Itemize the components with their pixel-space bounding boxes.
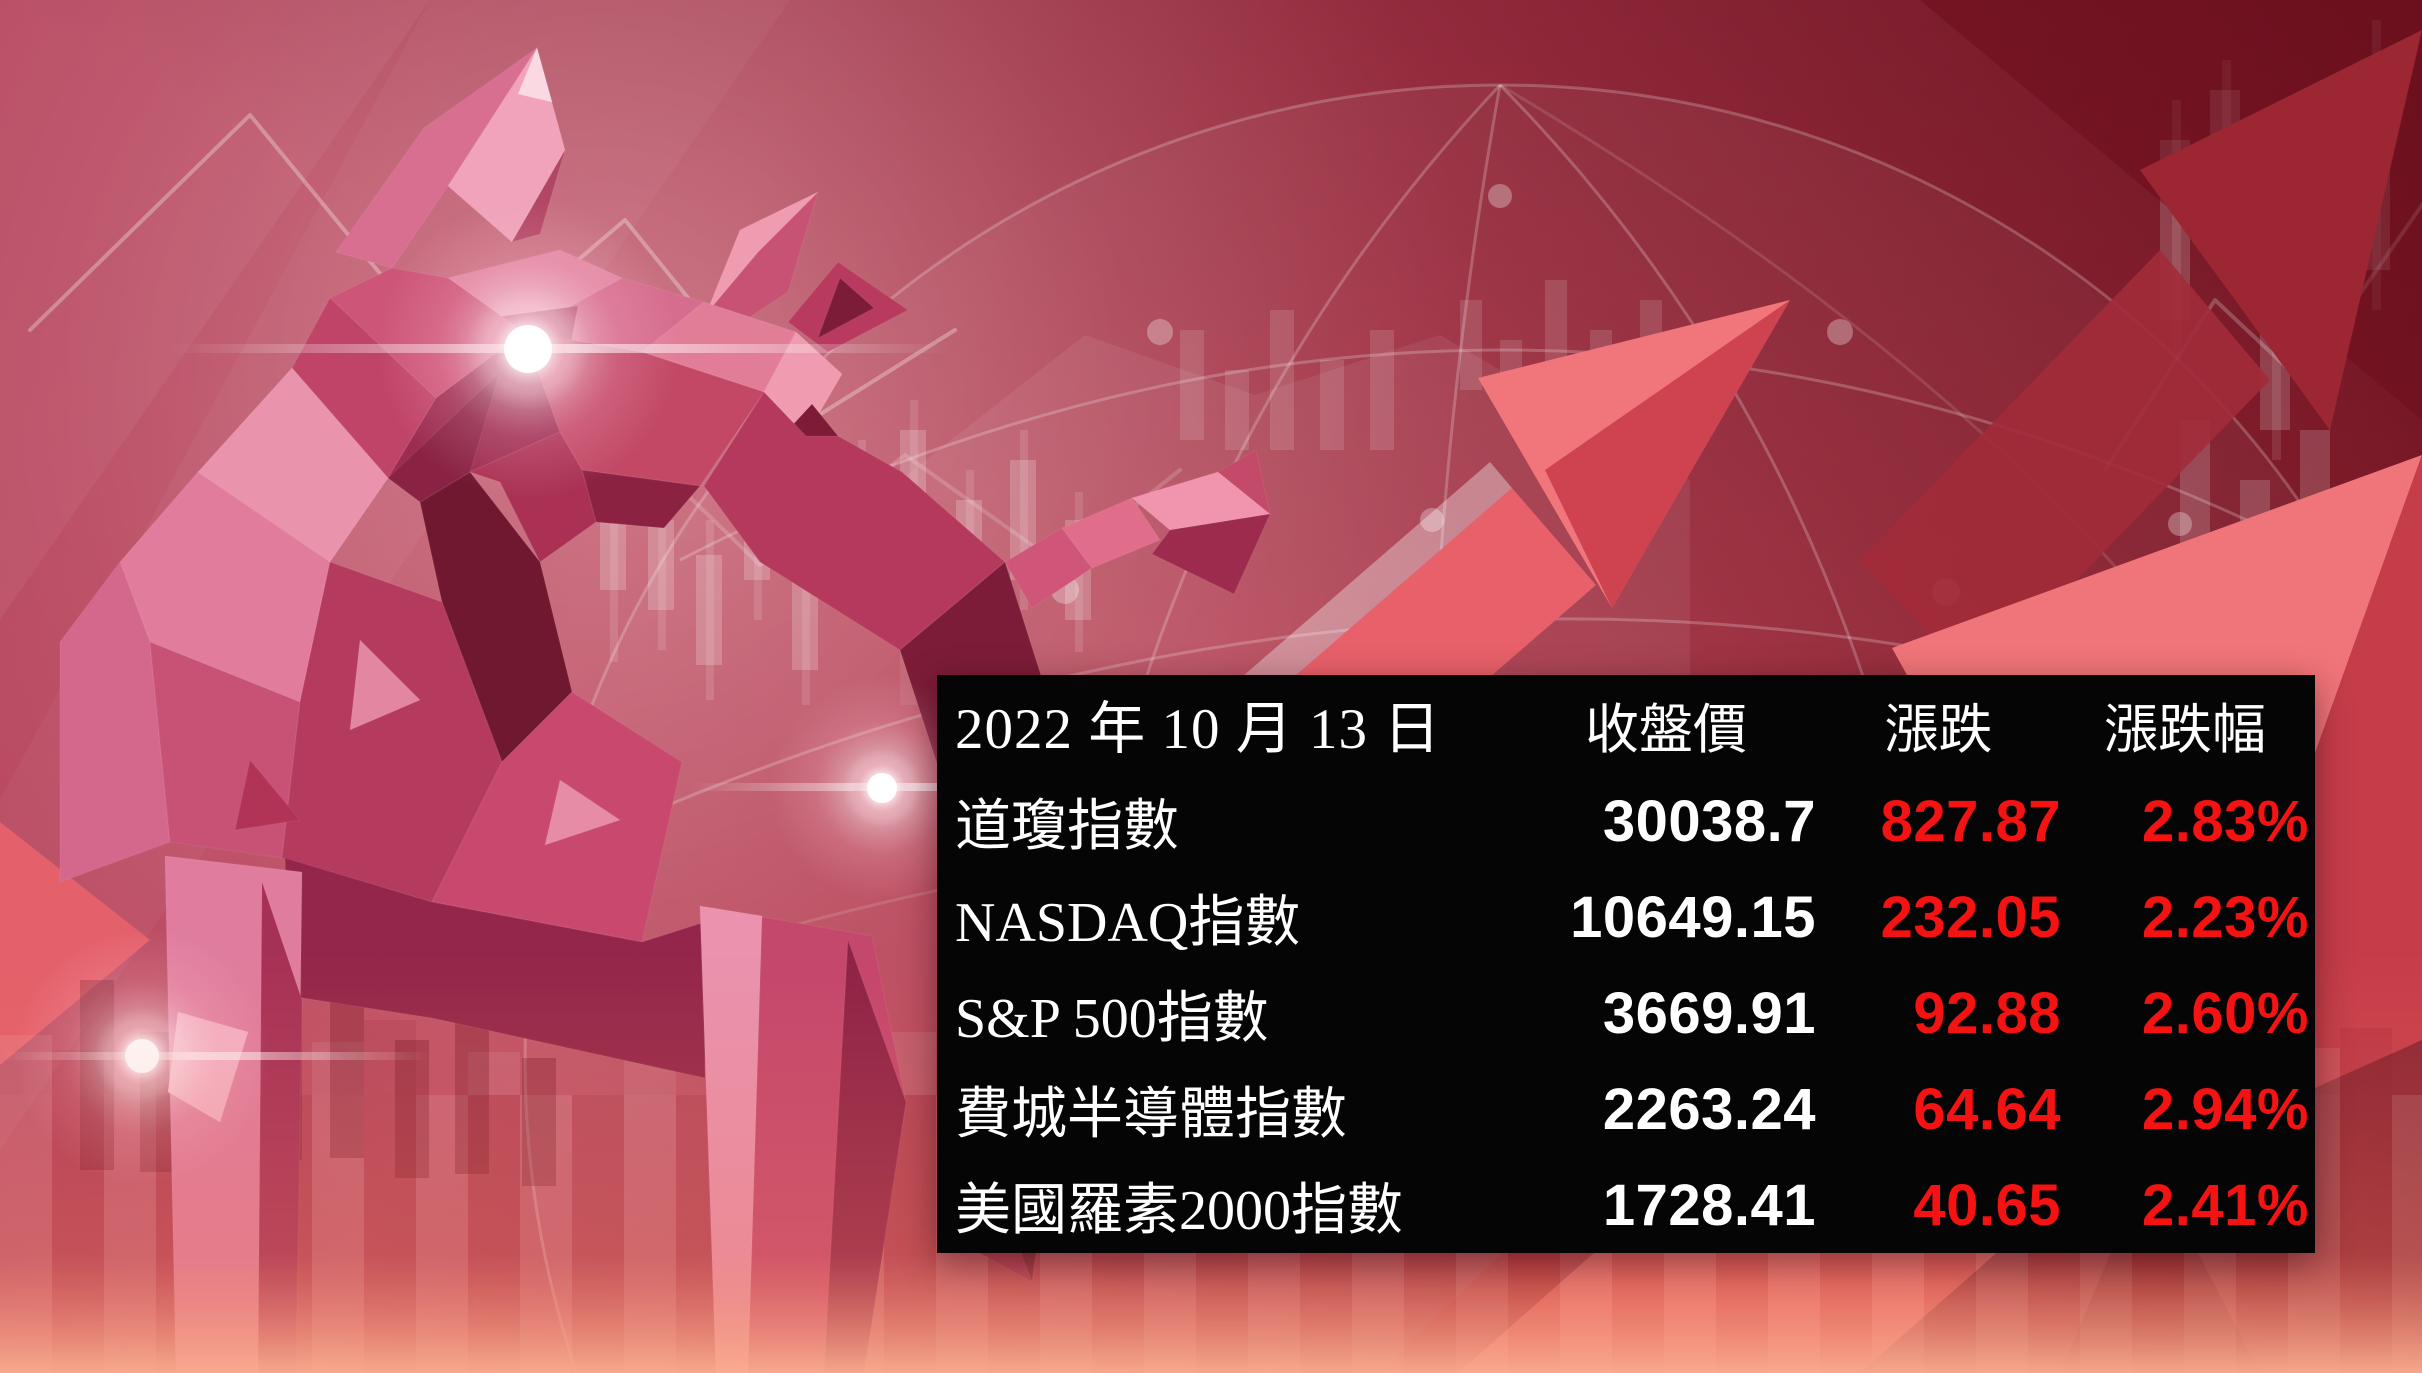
table-row-sox: 費城半導體指數 2263.24 64.64 2.94% bbox=[955, 1061, 2309, 1157]
index-name: 美國羅素2000指數 bbox=[955, 1179, 1403, 1242]
change-pct-value: 2.60% bbox=[2142, 980, 2309, 1046]
close-value: 3669.91 bbox=[1602, 980, 1816, 1046]
close-value: 1728.41 bbox=[1602, 1172, 1816, 1238]
change-value: 827.87 bbox=[1880, 788, 2061, 854]
table-header-row: 2022 年 10 月 13 日 收盤價 漲跌 漲跌幅 bbox=[955, 675, 2309, 773]
index-name: 道瓊指數 bbox=[955, 795, 1179, 858]
table-row-sp500: S&P 500指數 3669.91 92.88 2.60% bbox=[955, 965, 2309, 1061]
change-pct-value: 2.94% bbox=[2142, 1076, 2309, 1142]
index-name: NASDAQ指數 bbox=[955, 891, 1301, 954]
close-value: 30038.7 bbox=[1602, 788, 1816, 854]
index-name: 費城半導體指數 bbox=[955, 1083, 1347, 1146]
table-row-nasdaq: NASDAQ指數 10649.15 232.05 2.23% bbox=[955, 869, 2309, 965]
market-quote-table: 2022 年 10 月 13 日 收盤價 漲跌 漲跌幅 道瓊指數 30038.7… bbox=[937, 675, 2315, 1253]
index-name: S&P 500指數 bbox=[955, 987, 1269, 1050]
change-value: 92.88 bbox=[1913, 980, 2061, 1046]
close-value: 2263.24 bbox=[1602, 1076, 1816, 1142]
table-row-dow: 道瓊指數 30038.7 827.87 2.83% bbox=[955, 773, 2309, 869]
table-row-russell2000: 美國羅素2000指數 1728.41 40.65 2.41% bbox=[955, 1157, 2309, 1253]
change-value: 232.05 bbox=[1880, 884, 2061, 950]
column-header-close: 收盤價 bbox=[1585, 699, 1747, 760]
up-arrow-dark-icon bbox=[1860, 0, 2422, 685]
change-pct-value: 2.83% bbox=[2142, 788, 2309, 854]
change-value: 40.65 bbox=[1913, 1172, 2061, 1238]
change-pct-value: 2.41% bbox=[2142, 1172, 2309, 1238]
change-value: 64.64 bbox=[1913, 1076, 2061, 1142]
lens-flare-eye-icon bbox=[170, 199, 950, 499]
date-label: 2022 年 10 月 13 日 bbox=[955, 698, 1442, 761]
close-value: 10649.15 bbox=[1570, 884, 1816, 950]
column-header-change: 漲跌 bbox=[1884, 699, 1993, 760]
change-pct-value: 2.23% bbox=[2142, 884, 2309, 950]
column-header-change-pct: 漲跌幅 bbox=[2104, 699, 2266, 760]
